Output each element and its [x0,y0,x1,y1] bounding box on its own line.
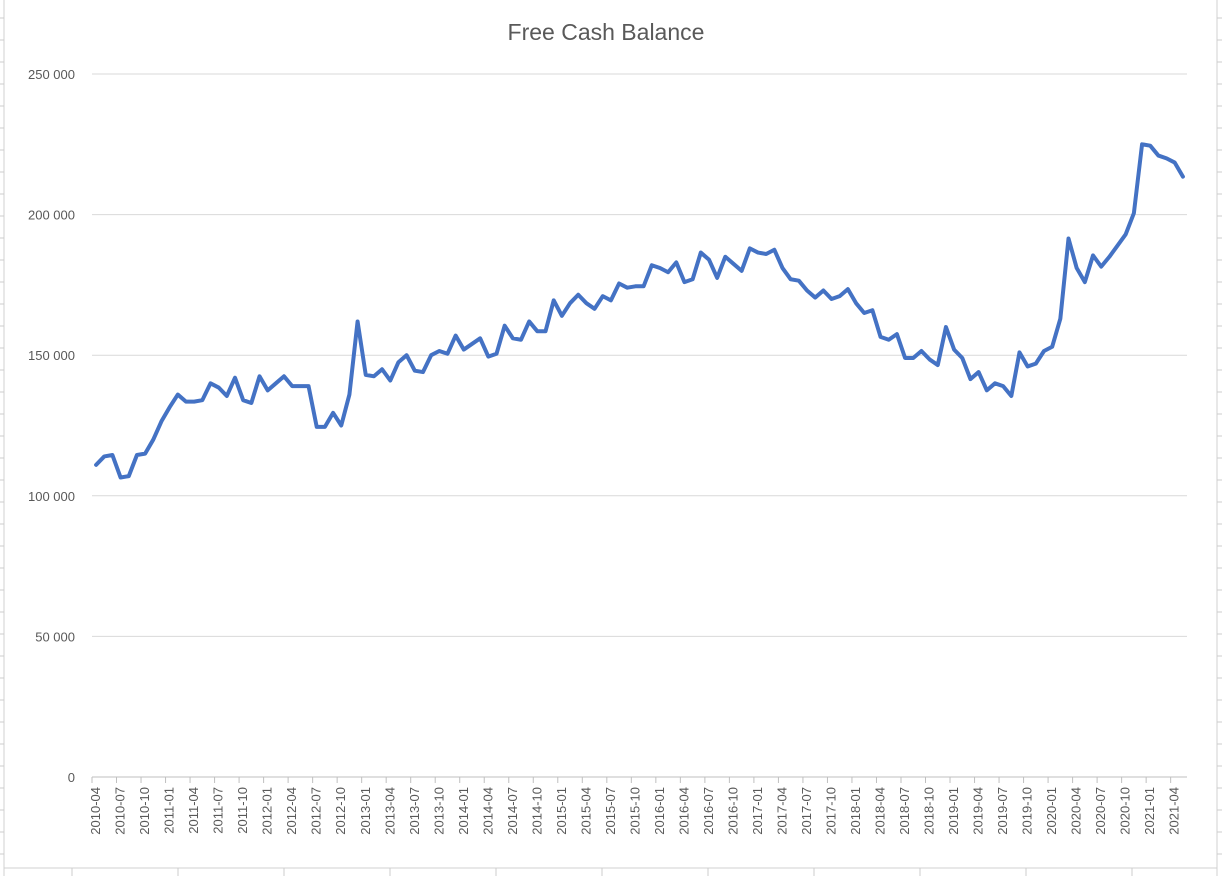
x-tick-label: 2011-04 [186,787,201,834]
x-tick-label: 2015-10 [627,787,642,835]
x-tick-label: 2012-07 [309,787,324,835]
x-tick-label: 2012-04 [284,787,299,835]
x-tick-label: 2021-01 [1142,787,1157,835]
x-tick-label: 2018-07 [897,787,912,835]
y-tick-label: 100 000 [28,489,75,504]
x-tick-label: 2018-01 [848,787,863,835]
x-tick-label: 2018-04 [873,787,888,835]
x-tick-label: 2015-01 [554,787,569,835]
x-tick-label: 2014-04 [480,787,495,835]
x-tick-label: 2013-04 [382,787,397,835]
x-tick-label: 2020-01 [1044,787,1059,835]
x-tick-label: 2021-04 [1167,787,1182,835]
x-tick-label: 2011-07 [211,787,226,834]
x-tick-label: 2012-10 [333,787,348,835]
x-tick-label: 2016-04 [676,787,691,835]
x-tick-label: 2010-10 [137,787,152,835]
x-tick-label: 2019-07 [995,787,1010,835]
x-tick-label: 2020-10 [1118,787,1133,835]
x-tick-label: 2016-01 [652,787,667,835]
gridlines [92,73,1187,637]
x-tick-label: 2018-10 [922,787,937,835]
x-tick-label: 2013-01 [358,787,373,835]
x-tick-label: 2010-04 [88,787,103,835]
chart-title: Free Cash Balance [508,19,705,45]
y-tick-label: 150 000 [28,348,75,363]
x-tick-label: 2014-01 [456,787,471,835]
x-tick-label: 2010-07 [113,787,128,835]
x-tick-label: 2017-01 [750,787,765,835]
x-tick-label: 2016-07 [701,787,716,835]
x-tick-label: 2016-10 [725,787,740,835]
x-tick-label: 2014-10 [529,787,544,835]
x-tick-label: 2015-04 [578,787,593,835]
x-tick-label: 2017-10 [824,787,839,835]
x-tick-label: 2017-07 [799,787,814,835]
series-line [94,142,1185,480]
x-tick-label: 2019-01 [946,787,961,835]
x-tick-label: 2020-07 [1093,787,1108,835]
x-tick-label: 2019-04 [971,787,986,835]
x-tick-label: 2013-07 [407,787,422,835]
series-layer [94,142,1185,480]
x-tick-label: 2017-04 [775,787,790,835]
x-tick-label: 2015-07 [603,787,618,835]
x-tick-label: 2011-01 [162,787,177,834]
y-tick-label: 50 000 [35,629,75,644]
y-tick-label: 0 [68,770,75,785]
x-tick-label: 2014-07 [505,787,520,835]
y-axis-tick-labels: 0 50 000 100 000 150 000 200 000 250 000 [28,67,75,785]
x-tick-label: 2019-10 [1020,787,1035,835]
x-tick-label: 2011-10 [235,787,250,834]
y-tick-label: 250 000 [28,67,75,82]
x-tick-label: 2012-01 [260,787,275,835]
x-axis: 2010-04 2010-07 2010-10 2011-01 2011-04 2011-… [88,776,1187,835]
y-tick-label: 200 000 [28,208,75,223]
x-tick-label: 2020-04 [1069,787,1084,835]
x-tick-label: 2013-10 [431,787,446,835]
